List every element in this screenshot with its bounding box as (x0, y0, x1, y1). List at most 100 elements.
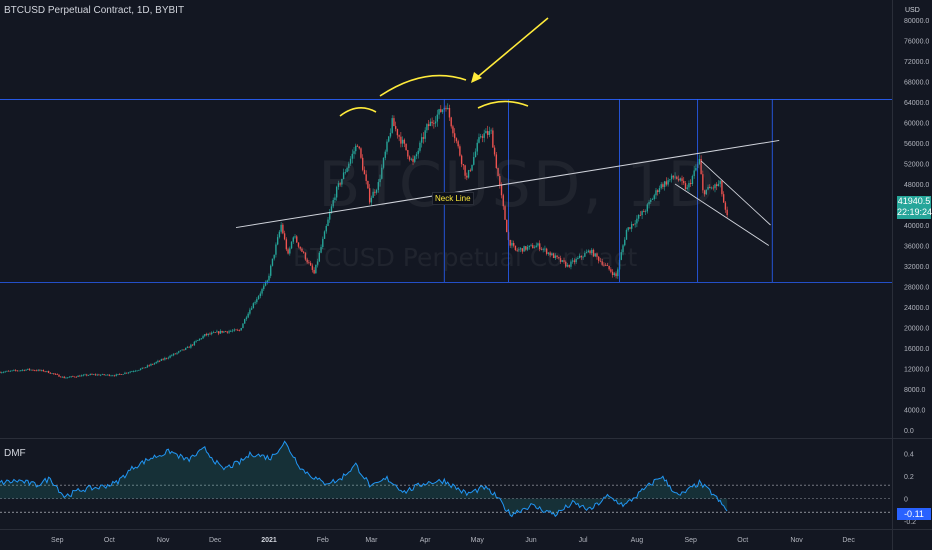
candle-body (434, 121, 437, 124)
price-tick-label: 72000.0 (904, 59, 929, 66)
candle-body (316, 261, 319, 265)
candle-body (334, 197, 336, 201)
candle-body (292, 237, 294, 242)
candle-body (620, 252, 622, 260)
candle-body (112, 375, 114, 377)
neck-line-label[interactable]: Neck Line (432, 192, 474, 205)
candle-body (676, 176, 678, 179)
dmf-value-tag: -0.11 (897, 508, 931, 520)
price-tick-label: 32000.0 (904, 264, 929, 271)
candle-body (148, 365, 150, 367)
price-tick-label: 48000.0 (904, 182, 929, 189)
candle-body (181, 349, 183, 351)
candle-body (200, 338, 203, 340)
candle-body (87, 375, 90, 376)
candle-body (304, 252, 307, 260)
candle-body (131, 371, 133, 373)
candle-body (382, 157, 385, 168)
price-tick-label: 4000.0 (904, 408, 926, 415)
candle-body (405, 143, 407, 151)
candle-body (617, 269, 619, 277)
candle-body (658, 188, 661, 193)
candle-body (565, 261, 567, 267)
candle-body (212, 332, 215, 333)
time-tick-label: Dec (842, 537, 855, 544)
candle-body (632, 224, 635, 225)
candle-body (500, 185, 503, 196)
candle-body (717, 183, 720, 187)
candle-body (93, 374, 95, 376)
candle-body (695, 167, 697, 171)
candle-body (56, 374, 58, 375)
candle-body (467, 170, 470, 178)
candle-body (34, 370, 36, 372)
candle-body (193, 341, 196, 346)
candle-body (610, 269, 612, 272)
candle-body (356, 145, 359, 147)
candle-body (363, 169, 366, 175)
candle-body (421, 137, 423, 143)
wedge-line-upper (700, 160, 771, 226)
candle-body (568, 264, 570, 267)
candle-body (82, 374, 84, 376)
last-price-tag: 41940.5 22:19:24 (897, 196, 932, 219)
candle-body (247, 313, 249, 318)
time-tick-label: Jul (579, 537, 588, 544)
candle-body (370, 197, 373, 203)
candle-body (674, 176, 676, 178)
currency-label: USD (905, 7, 920, 14)
candle-body (138, 369, 140, 371)
candle-body (509, 239, 511, 246)
candle-body (393, 118, 395, 127)
candle-body (502, 195, 504, 207)
candle-body (445, 107, 447, 110)
candle-body (726, 209, 728, 216)
candle-body (63, 376, 65, 379)
price-tick-label: 36000.0 (904, 244, 929, 251)
candle-body (39, 369, 41, 371)
candle-body (195, 340, 197, 342)
candle-body (207, 333, 209, 336)
candle-body (410, 158, 412, 160)
candle-body (490, 130, 492, 132)
candle-body (709, 186, 711, 189)
candle-body (346, 168, 348, 173)
candle-body (401, 139, 404, 144)
candle-body (198, 338, 201, 341)
candle-body (591, 249, 593, 254)
candle-body (18, 370, 20, 372)
price-tick-label: 28000.0 (904, 285, 929, 292)
price-tick-label: 52000.0 (904, 162, 929, 169)
candle-body (91, 374, 93, 375)
candle-body (386, 141, 388, 152)
candle-body (707, 186, 709, 190)
candle-body (349, 158, 352, 164)
dmf-title[interactable]: DMF (4, 448, 26, 459)
candle-body (365, 174, 367, 181)
time-tick-label: Sep (51, 537, 64, 544)
candle-body (261, 289, 263, 294)
candle-body (603, 264, 605, 266)
candle-body (183, 349, 185, 351)
dmf-tick-label: 0 (904, 497, 908, 504)
candle-body (639, 214, 642, 216)
candle-body (587, 250, 589, 253)
candle-body (61, 376, 64, 378)
symbol-title[interactable]: BTCUSD Perpetual Contract, 1D, BYBIT (4, 5, 185, 16)
candle-body (44, 371, 46, 373)
candle-body (332, 200, 334, 207)
candle-body (677, 178, 680, 181)
candle-body (611, 271, 614, 276)
candle-body (101, 374, 104, 375)
candle-body (124, 372, 126, 375)
candle-body (254, 302, 256, 304)
dmf-area (0, 441, 728, 517)
candle-body (66, 377, 69, 379)
candle-body (223, 331, 225, 333)
candle-body (582, 256, 584, 258)
candle-body (703, 190, 706, 195)
candle-body (40, 370, 43, 371)
